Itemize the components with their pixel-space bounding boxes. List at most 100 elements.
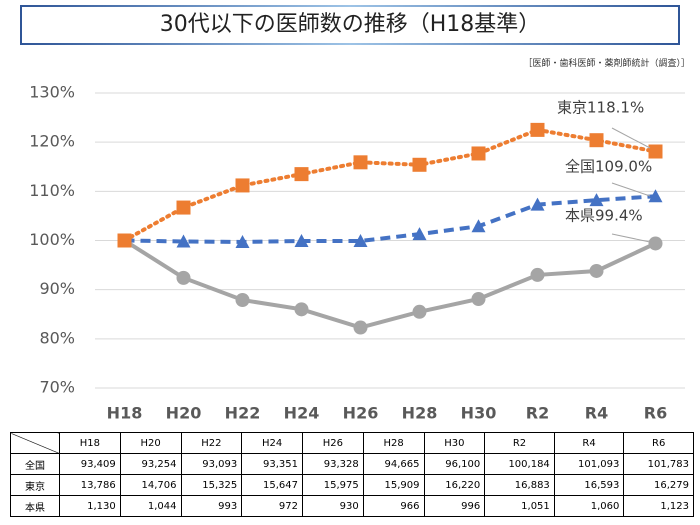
- x-tick-label: H30: [461, 404, 497, 423]
- y-tick-label: 120%: [29, 132, 75, 151]
- table-cell: H22: [180, 432, 243, 454]
- table-cell: H24: [241, 432, 303, 454]
- marker: [589, 193, 604, 207]
- marker: [117, 233, 132, 248]
- table-cell: 1,044: [119, 495, 182, 517]
- y-tick-label: 110%: [29, 181, 75, 200]
- table-cell: 1,051: [484, 495, 555, 517]
- annotation-leader: [611, 233, 651, 243]
- table-cell: 16,220: [423, 474, 486, 496]
- marker: [412, 157, 427, 172]
- marker: [294, 167, 309, 182]
- table-cell: R4: [553, 432, 625, 454]
- x-tick-label: H22: [225, 404, 261, 423]
- table-cell: 930: [302, 495, 364, 517]
- marker: [471, 146, 486, 161]
- table-cell: 16,883: [484, 474, 555, 496]
- table-cell: 本県: [10, 495, 60, 517]
- marker: [589, 133, 604, 148]
- data-table: H18 H20 H22 H24 H26 H28 H30 R2 R4 R6 全国 93,409 93,25…: [10, 432, 694, 517]
- table-row: 本県 1,130 1,044 993 972 930 966 996 1,051 1,060 1,1…: [10, 495, 694, 517]
- table-cell: 16,279: [623, 474, 694, 496]
- marker: [648, 144, 663, 159]
- y-tick-label: 100%: [29, 230, 75, 249]
- table-cell: 94,665: [362, 453, 425, 475]
- table-cell: 96,100: [423, 453, 486, 475]
- x-tick-label: R6: [644, 404, 667, 423]
- x-tick-label: R4: [585, 404, 608, 423]
- table-cell: 15,647: [241, 474, 303, 496]
- table-cell: 15,975: [302, 474, 364, 496]
- annotation: 東京118.1%: [557, 99, 644, 117]
- table-cell: H18: [59, 432, 121, 454]
- table-cell: 14,706: [119, 474, 182, 496]
- table-cell: 16,593: [553, 474, 625, 496]
- marker: [353, 233, 368, 247]
- table-cell: 996: [423, 495, 486, 517]
- marker: [648, 236, 663, 251]
- table-cell: 1,123: [623, 495, 694, 517]
- marker: [412, 227, 427, 241]
- marker: [530, 197, 545, 211]
- table-cell: 101,783: [623, 453, 694, 475]
- marker: [530, 122, 545, 137]
- chart-title: 30代以下の医師数の推移（H18基準）: [20, 5, 680, 45]
- marker: [235, 234, 250, 248]
- series-line: [123, 238, 657, 330]
- table-cell: R6: [623, 432, 694, 454]
- marker: [294, 233, 309, 247]
- table-row: 全国 93,409 93,254 93,093 93,351 93,328 94,665 96…: [10, 453, 694, 475]
- table-cell: 93,328: [302, 453, 364, 475]
- marker: [176, 234, 191, 248]
- marker: [530, 267, 545, 282]
- table-cell: R2: [484, 432, 555, 454]
- marker: [648, 189, 663, 203]
- y-tick-label: 130%: [29, 83, 75, 102]
- table-cell: 15,325: [180, 474, 243, 496]
- table-cell: 東京: [10, 474, 60, 496]
- marker: [353, 320, 368, 335]
- table-row: 東京 13,786 14,706 15,325 15,647 15,975 15,909 16…: [10, 474, 694, 496]
- table-cell: 93,409: [59, 453, 121, 475]
- chart: 70% 80% 90% 100% 110% 120% 130% H18 H20 H22 H24 H26…: [29, 83, 685, 423]
- y-tick-label: 80%: [39, 328, 75, 347]
- marker: [176, 200, 191, 215]
- table-cell: 全国: [10, 453, 60, 475]
- y-tick-label: 90%: [39, 279, 75, 298]
- table-cell: 1,130: [59, 495, 121, 517]
- table-cell: H20: [119, 432, 182, 454]
- table-cell: 93,254: [119, 453, 182, 475]
- table-cell: H30: [423, 432, 486, 454]
- x-tick-label: H28: [402, 404, 438, 423]
- table-cell: 972: [241, 495, 303, 517]
- table-cell: 93,351: [241, 453, 303, 475]
- table-cell: 13,786: [59, 474, 121, 496]
- annotation: 全国109.0%: [565, 158, 652, 176]
- marker: [176, 270, 191, 285]
- table-cell: 93,093: [180, 453, 243, 475]
- table-cell: 993: [180, 495, 243, 517]
- table-cell: 1,060: [553, 495, 625, 517]
- marker: [235, 292, 250, 307]
- table-cell: 101,093: [553, 453, 625, 475]
- x-tick-label: H20: [166, 404, 202, 423]
- x-tick-label: H24: [284, 404, 320, 423]
- annotation-leader: [611, 127, 651, 149]
- series-line: [122, 127, 658, 243]
- table-row: H18 H20 H22 H24 H26 H28 H30 R2 R4 R6: [10, 432, 694, 454]
- series-line: [124, 194, 656, 244]
- annotation-leader: [611, 182, 651, 197]
- marker: [589, 263, 604, 278]
- table-cell: H28: [362, 432, 425, 454]
- x-tick-label: H26: [343, 404, 379, 423]
- marker: [471, 219, 486, 233]
- table-cell: 15,909: [362, 474, 425, 496]
- table-cell: H26: [302, 432, 364, 454]
- marker: [294, 302, 309, 317]
- annotation: 本県99.4%: [565, 207, 643, 225]
- x-tick-label: H18: [107, 404, 143, 423]
- marker: [235, 178, 250, 193]
- table-cell: 966: [362, 495, 425, 517]
- marker: [353, 155, 368, 170]
